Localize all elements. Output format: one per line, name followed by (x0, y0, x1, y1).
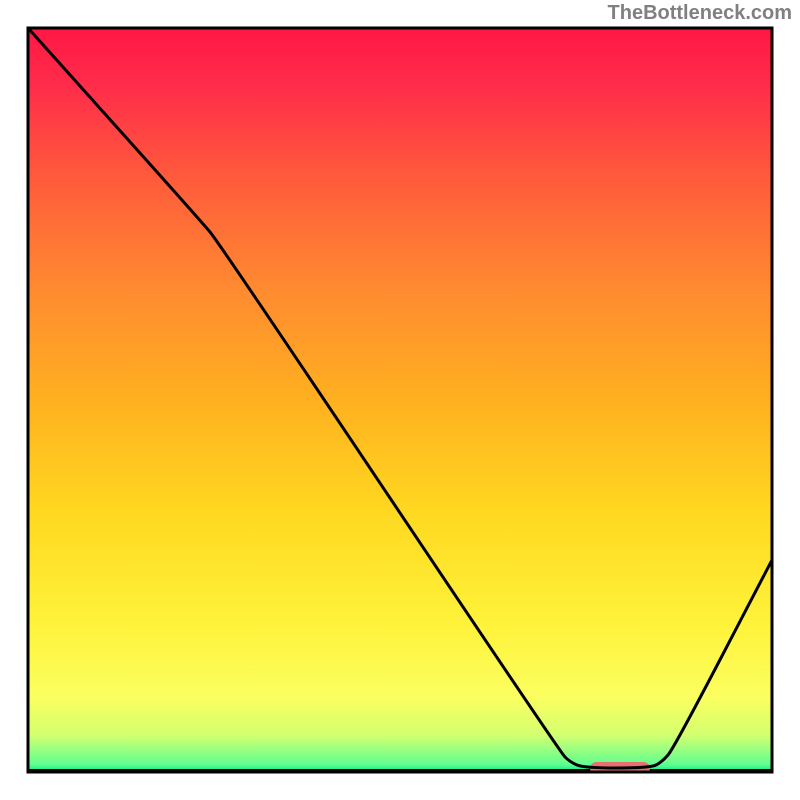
watermark-text: TheBottleneck.com (608, 2, 792, 25)
bottleneck-chart (0, 0, 800, 800)
gradient-background (28, 28, 772, 772)
